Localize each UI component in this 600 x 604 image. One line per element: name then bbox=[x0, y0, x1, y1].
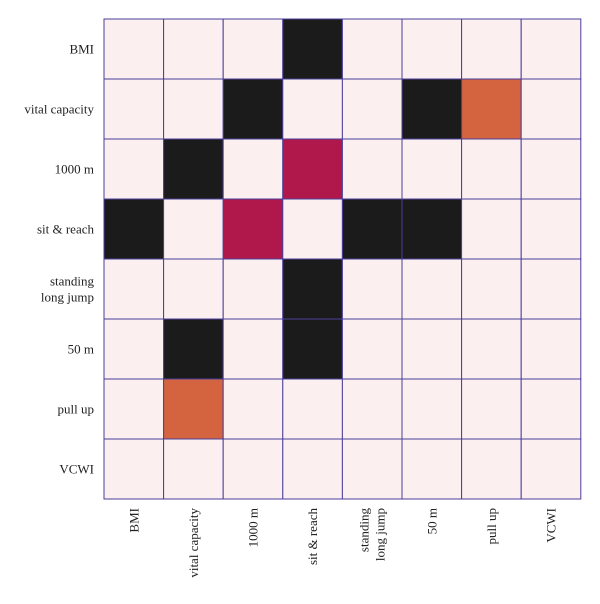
row-tick-label: BMI bbox=[69, 42, 94, 57]
heatmap-cell bbox=[282, 78, 343, 140]
row-tick-label: 1000 m bbox=[55, 162, 94, 177]
heatmap-cell bbox=[341, 378, 403, 440]
row-tick-label: standing long jump bbox=[41, 274, 95, 305]
heatmap-cell bbox=[282, 18, 343, 80]
row-tick-label: sit & reach bbox=[37, 222, 95, 237]
heatmap-cell bbox=[461, 18, 522, 80]
heatmap-cell bbox=[163, 318, 224, 380]
row-tick-label: pull up bbox=[58, 402, 94, 417]
heatmap-cell bbox=[282, 438, 343, 500]
heatmap-cell bbox=[163, 18, 224, 80]
heatmap-cell bbox=[103, 138, 165, 200]
row-tick-label: VCWI bbox=[59, 462, 94, 477]
column-tick-label: 1000 m bbox=[246, 508, 261, 547]
heatmap-cell bbox=[222, 258, 284, 320]
heatmap-cell bbox=[461, 198, 522, 260]
heatmap-cell bbox=[341, 318, 403, 380]
heatmap-cell bbox=[163, 258, 224, 320]
heatmap-cell bbox=[222, 438, 284, 500]
heatmap-cell bbox=[461, 258, 522, 320]
heatmap-cell bbox=[401, 438, 463, 500]
column-tick-label: vital capacity bbox=[186, 508, 201, 578]
heatmap-cells bbox=[103, 18, 582, 500]
heatmap-cell bbox=[341, 258, 403, 320]
heatmap-cell bbox=[103, 258, 165, 320]
column-tick-label: VCWI bbox=[544, 508, 559, 543]
row-tick-label: 50 m bbox=[68, 342, 94, 357]
heatmap-cell bbox=[520, 18, 582, 80]
heatmap-cell bbox=[401, 198, 463, 260]
heatmap-cell bbox=[103, 198, 165, 260]
heatmap-cell bbox=[341, 138, 403, 200]
heatmap-cell bbox=[341, 198, 403, 260]
heatmap-cell bbox=[520, 258, 582, 320]
column-tick-label: 50 m bbox=[424, 508, 439, 534]
heatmap-cell bbox=[461, 318, 522, 380]
heatmap-cell bbox=[401, 138, 463, 200]
heatmap-cell bbox=[401, 378, 463, 440]
heatmap-cell bbox=[401, 258, 463, 320]
heatmap-cell bbox=[282, 198, 343, 260]
heatmap-cell bbox=[341, 78, 403, 140]
heatmap-cell bbox=[163, 438, 224, 500]
heatmap-cell bbox=[163, 198, 224, 260]
heatmap-cell bbox=[401, 78, 463, 140]
heatmap-cell bbox=[222, 198, 284, 260]
heatmap-cell bbox=[222, 138, 284, 200]
heatmap-cell bbox=[461, 438, 522, 500]
heatmap-cell bbox=[520, 318, 582, 380]
column-tick-label: pull up bbox=[484, 508, 499, 544]
heatmap-cell bbox=[282, 378, 343, 440]
heatmap-cell bbox=[461, 78, 522, 140]
heatmap-cell bbox=[103, 438, 165, 500]
heatmap-cell bbox=[163, 138, 224, 200]
heatmap-cell bbox=[103, 78, 165, 140]
heatmap-cell bbox=[282, 318, 343, 380]
heatmap-cell bbox=[341, 18, 403, 80]
heatmap-cell bbox=[103, 18, 165, 80]
heatmap-cell bbox=[163, 378, 224, 440]
heatmap-cell bbox=[401, 318, 463, 380]
column-tick-label: BMI bbox=[126, 508, 141, 533]
column-tick-label: standinglong jump bbox=[357, 508, 388, 562]
heatmap-cell bbox=[520, 378, 582, 440]
heatmap-cell bbox=[461, 138, 522, 200]
heatmap-cell bbox=[103, 318, 165, 380]
column-labels: BMI vital capacity 1000 m sit & reach standi… bbox=[126, 508, 558, 578]
heatmap-cell bbox=[163, 78, 224, 140]
heatmap-cell bbox=[401, 18, 463, 80]
heatmap-cell bbox=[222, 318, 284, 380]
heatmap-cell bbox=[461, 378, 522, 440]
heatmap-cell bbox=[341, 438, 403, 500]
heatmap-cell bbox=[282, 258, 343, 320]
heatmap-cell bbox=[520, 138, 582, 200]
heatmap-cell bbox=[282, 138, 343, 200]
column-tick-label: sit & reach bbox=[305, 508, 320, 566]
heatmap-cell bbox=[103, 378, 165, 440]
row-labels: BMI vital capacity 1000 m sit & reach standi… bbox=[24, 42, 94, 477]
heatmap-cell bbox=[520, 198, 582, 260]
heatmap-cell bbox=[222, 78, 284, 140]
heatmap-cell bbox=[520, 78, 582, 140]
row-tick-label: vital capacity bbox=[24, 102, 94, 117]
heatmap-cell bbox=[222, 18, 284, 80]
heatmap-cell bbox=[520, 438, 582, 500]
heatmap-cell bbox=[222, 378, 284, 440]
